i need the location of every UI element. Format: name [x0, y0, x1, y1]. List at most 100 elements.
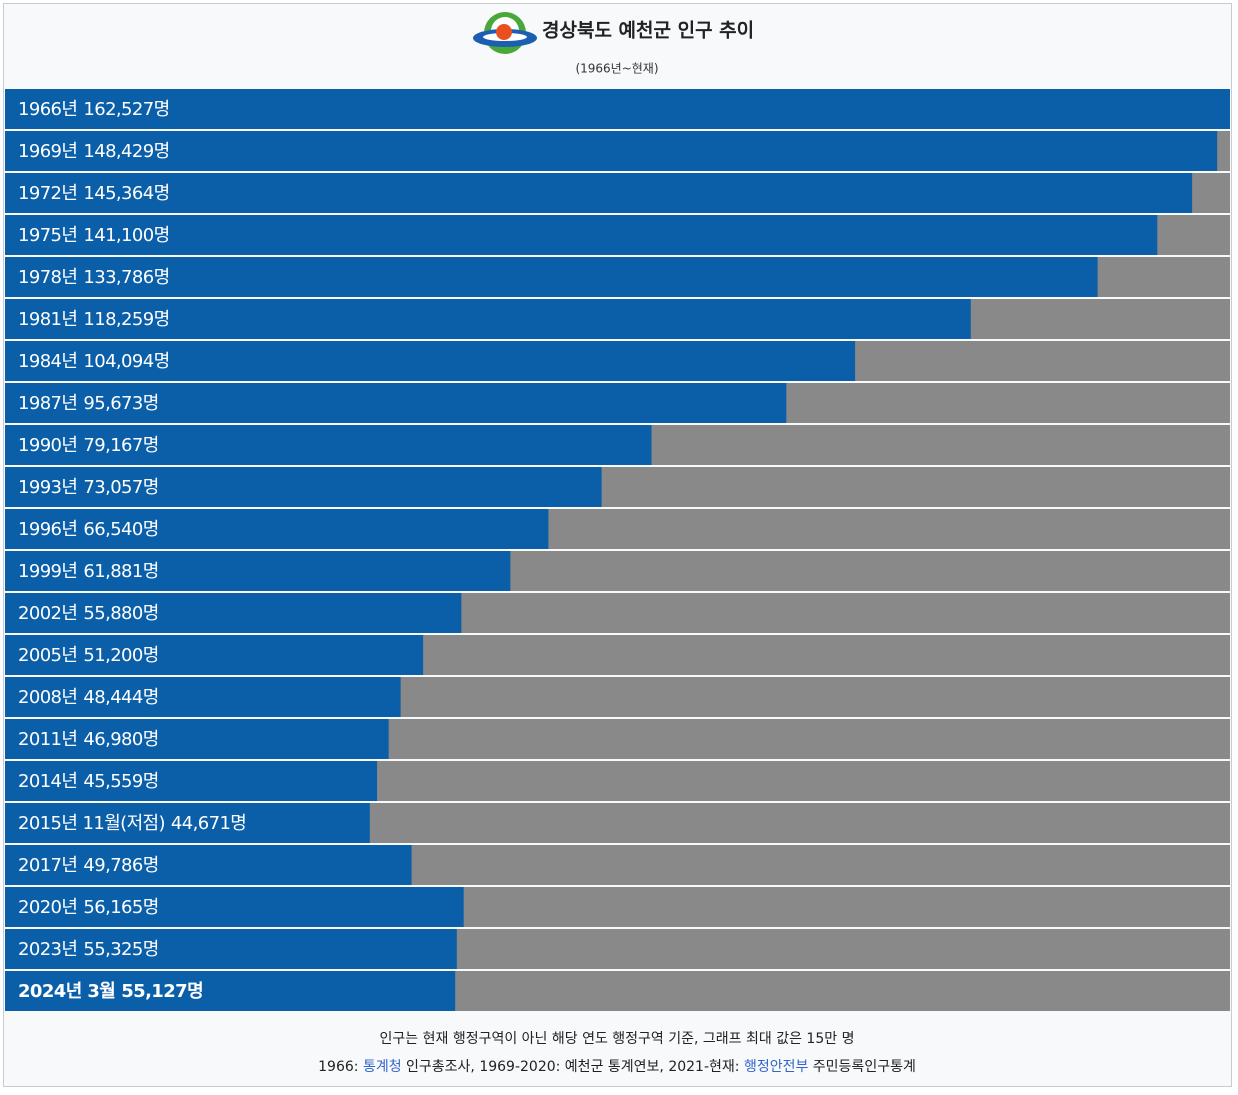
bar-label: 2008년 48,444명 — [18, 687, 159, 708]
value-label: 66,540명 — [83, 519, 158, 540]
value-label: 79,167명 — [83, 435, 158, 456]
category: 2005년 — [18, 645, 77, 666]
category: 2015년 11월(저점) — [18, 813, 165, 834]
bar — [5, 383, 787, 423]
category: 2020년 — [18, 897, 77, 918]
bar — [5, 719, 389, 759]
category: 1999년 — [18, 561, 77, 582]
category: 1975년 — [18, 225, 77, 246]
value-label: 162,527명 — [83, 99, 169, 120]
bar — [5, 971, 456, 1011]
note: 인구는 현재 행정구역이 아닌 해당 연도 행정구역 기준, 그래프 최대 값은… — [380, 1031, 855, 1047]
category: 1978년 — [18, 267, 77, 288]
bar-label: 1981년 118,259명 — [18, 309, 170, 330]
category: 2023년 — [18, 939, 77, 960]
category: 2014년 — [18, 771, 77, 792]
bar-label: 2015년 11월(저점) 44,671명 — [18, 813, 246, 834]
bar — [5, 761, 378, 801]
category: 2008년 — [18, 687, 77, 708]
value-label: 133,786명 — [83, 267, 169, 288]
bar — [5, 341, 856, 381]
category: 2024년 3월 — [18, 981, 115, 1002]
bar — [5, 89, 1230, 129]
bar — [5, 845, 412, 885]
bar-label: 1993년 73,057명 — [18, 477, 159, 498]
bar — [5, 173, 1193, 213]
bar — [5, 509, 549, 549]
bar-label: 1996년 66,540명 — [18, 519, 159, 540]
value-label: 49,786명 — [83, 855, 158, 876]
bar-label: 2023년 55,325명 — [18, 939, 159, 960]
bar-label: 2005년 51,200명 — [18, 645, 159, 666]
bar — [5, 677, 401, 717]
value-label: 45,559명 — [83, 771, 158, 792]
bar-label: 2002년 55,880명 — [18, 603, 159, 624]
chart-title: 경상북도 예천군 인구 추이 — [542, 20, 754, 42]
value-label: 56,165명 — [83, 897, 158, 918]
value-label: 141,100명 — [83, 225, 169, 246]
category: 1966년 — [18, 99, 77, 120]
bar-label: 1978년 133,786명 — [18, 267, 170, 288]
bar — [5, 215, 1158, 255]
bar-label: 2020년 56,165명 — [18, 897, 159, 918]
bar-label: 2014년 45,559명 — [18, 771, 159, 792]
bars — [5, 89, 1230, 1011]
category: 1990년 — [18, 435, 77, 456]
value-label: 104,094명 — [83, 351, 169, 372]
bar-label: 2011년 46,980명 — [18, 729, 159, 750]
value-label: 148,429명 — [83, 141, 169, 162]
value-label: 55,127명 — [121, 981, 203, 1002]
logo — [473, 12, 537, 54]
value-label: 44,671명 — [171, 813, 246, 834]
category: 2011년 — [18, 729, 77, 750]
source-link[interactable]: 통계청 — [363, 1059, 402, 1075]
source-text: 인구총조사, 1969-2020: 예천군 통계연보, 2021-현재: — [402, 1059, 744, 1075]
source: 1966: 통계청 인구총조사, 1969-2020: 예천군 통계연보, 20… — [318, 1059, 916, 1075]
bar-label: 1984년 104,094명 — [18, 351, 170, 372]
value-label: 46,980명 — [83, 729, 158, 750]
category: 1996년 — [18, 519, 77, 540]
value-label: 145,364명 — [83, 183, 169, 204]
category: 2017년 — [18, 855, 77, 876]
category: 1987년 — [18, 393, 77, 414]
value-label: 48,444명 — [83, 687, 158, 708]
bar-label: 2024년 3월 55,127명 — [18, 981, 203, 1002]
bar-label: 1999년 61,881명 — [18, 561, 159, 582]
bar-label: 1972년 145,364명 — [18, 183, 170, 204]
bar-label: 1987년 95,673명 — [18, 393, 159, 414]
value-label: 55,325명 — [83, 939, 158, 960]
bar-label: 1975년 141,100명 — [18, 225, 170, 246]
category: 2002년 — [18, 603, 77, 624]
source-text: 주민등록인구통계 — [808, 1059, 916, 1075]
bar-label: 1966년 162,527명 — [18, 99, 170, 120]
category: 1972년 — [18, 183, 77, 204]
bar-label: 1990년 79,167명 — [18, 435, 159, 456]
bar — [5, 593, 462, 633]
bar — [5, 803, 370, 843]
value-label: 55,880명 — [83, 603, 158, 624]
bar — [5, 635, 424, 675]
bar-label: 1969년 148,429명 — [18, 141, 170, 162]
bar — [5, 467, 602, 507]
value-label: 61,881명 — [83, 561, 158, 582]
bar — [5, 551, 511, 591]
bar — [5, 425, 652, 465]
subtitle: (1966년~현재) — [575, 62, 658, 76]
category: 1984년 — [18, 351, 77, 372]
value-label: 51,200명 — [83, 645, 158, 666]
source-link[interactable]: 행정안전부 — [744, 1059, 809, 1075]
bar — [5, 299, 971, 339]
bar-label: 2017년 49,786명 — [18, 855, 159, 876]
category: 1993년 — [18, 477, 77, 498]
source-text: 1966: — [318, 1059, 363, 1075]
value-label: 95,673명 — [83, 393, 158, 414]
value-label: 73,057명 — [83, 477, 158, 498]
value-label: 118,259명 — [83, 309, 169, 330]
bar — [5, 887, 464, 927]
bar — [5, 929, 457, 969]
category: 1981년 — [18, 309, 77, 330]
category: 1969년 — [18, 141, 77, 162]
bar — [5, 257, 1098, 297]
bar — [5, 131, 1218, 171]
